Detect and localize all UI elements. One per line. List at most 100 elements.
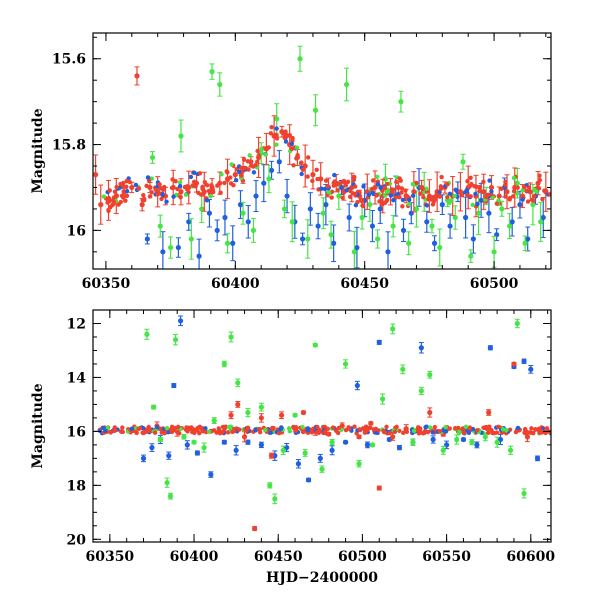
bottom-cloud-point — [294, 425, 299, 431]
top-cloud-point — [124, 193, 130, 199]
bottom-cloud-point — [522, 430, 527, 435]
top-cloud-point — [160, 192, 165, 198]
top-cloud-point — [424, 186, 429, 191]
top-cloud-point — [465, 178, 470, 184]
bottom-cloud-point — [112, 428, 117, 433]
top-green-point — [538, 219, 544, 225]
bottom-ticks: 60350 60400 60450 60500 60550 60600 12 14 16 18 20 — [67, 309, 555, 565]
bottom-cloud-point — [191, 427, 196, 432]
top-cloud-point — [385, 181, 390, 187]
bottom-cloud-point — [315, 424, 320, 430]
top-cloud-point — [391, 198, 396, 203]
top-cloud-point — [470, 202, 475, 208]
bottom-x-tick-label: 60400 — [170, 549, 219, 565]
bottom-cloud-point — [175, 430, 180, 435]
bottom-cloud-point — [387, 430, 393, 436]
bottom-red-point — [235, 401, 241, 408]
top-blue-point — [222, 214, 228, 221]
top-cloud-point — [399, 190, 404, 195]
top-cloud-point — [335, 188, 340, 193]
bottom-cloud-point — [305, 426, 311, 431]
top-green-point — [217, 81, 223, 88]
bottom-cloud-point — [270, 425, 275, 431]
top-cloud-point — [323, 178, 329, 183]
top-green-point — [499, 206, 505, 212]
top-cloud-point — [410, 181, 416, 187]
bottom-blue-point — [460, 436, 467, 443]
top-cloud-point — [361, 184, 366, 189]
top-green-point — [468, 253, 474, 259]
bottom-cloud-point — [286, 426, 292, 431]
top-cloud-point — [173, 179, 178, 184]
bottom-cloud-point — [184, 425, 189, 430]
bottom-y-axis-label: Magnitude — [30, 383, 46, 468]
top-cloud-point — [474, 184, 479, 190]
bottom-green-point — [400, 366, 406, 372]
top-red-point — [302, 163, 308, 169]
bottom-cloud-point — [475, 427, 480, 433]
top-cloud-point — [540, 196, 545, 202]
top-cloud-point — [118, 181, 123, 187]
top-cloud-point — [136, 186, 141, 191]
top-red-point — [488, 184, 495, 191]
top-cloud-point — [452, 193, 457, 199]
bottom-cloud-point — [168, 427, 174, 432]
bottom-x-tick-label: 60500 — [338, 549, 387, 565]
bottom-blue-point — [258, 442, 264, 448]
top-cloud-point — [285, 133, 290, 138]
top-green-point — [224, 240, 231, 246]
top-red-point — [134, 73, 140, 79]
top-cloud-point — [428, 197, 434, 202]
bottom-cloud-point — [192, 430, 197, 435]
bottom-blue-point — [487, 345, 493, 351]
top-blue-point — [186, 219, 192, 225]
top-green-point — [406, 240, 412, 246]
top-cloud-point — [375, 182, 381, 187]
top-cloud-point — [459, 192, 464, 197]
top-cloud-point — [141, 192, 146, 198]
top-cloud-point — [164, 199, 169, 204]
top-cloud-point — [322, 186, 328, 192]
top-cloud-point — [224, 169, 229, 174]
top-cloud-point — [191, 179, 197, 185]
bottom-cloud-point — [164, 425, 170, 431]
bottom-green-point — [280, 447, 286, 453]
bottom-blue-point — [149, 444, 155, 451]
top-cloud-point — [204, 198, 210, 203]
top-blue-point — [245, 219, 251, 225]
top-cloud-point — [197, 171, 203, 176]
top-cloud-point — [182, 184, 188, 190]
bottom-cloud-point — [146, 426, 152, 432]
top-cloud-point — [242, 165, 247, 171]
bottom-cloud-point — [101, 425, 106, 431]
top-cloud-point — [360, 203, 365, 208]
top-cloud-point — [524, 188, 529, 194]
bottom-y-tick-label: 14 — [67, 370, 87, 386]
top-cloud-point — [384, 197, 390, 203]
bottom-red-point — [241, 434, 248, 440]
bottom-blue-point — [376, 339, 382, 345]
bottom-cloud-point — [352, 424, 357, 429]
top-green-point — [491, 249, 497, 255]
top-cloud-point — [445, 182, 450, 187]
bottom-green-point — [469, 439, 475, 445]
bottom-green-point — [454, 436, 460, 443]
bottom-cloud-point — [175, 424, 181, 430]
top-cloud-point — [394, 179, 399, 185]
top-cloud-point — [266, 145, 271, 150]
top-cloud-point — [256, 153, 262, 158]
bottom-cloud-point — [360, 426, 366, 431]
bottom-cloud-point — [237, 427, 242, 432]
top-green-point — [398, 99, 404, 105]
top-y-tick-label: 15.6 — [52, 52, 86, 68]
bottom-cloud-point — [129, 426, 134, 431]
top-cloud-point — [542, 188, 547, 193]
bottom-cloud-point — [112, 425, 118, 430]
top-cloud-point — [124, 189, 130, 194]
bottom-green-point — [258, 404, 264, 410]
bottom-blue-point — [166, 453, 172, 459]
top-cloud-point — [149, 190, 154, 195]
bottom-red-point — [300, 409, 307, 416]
top-cloud-point — [526, 185, 532, 190]
top-cloud-point — [522, 184, 527, 190]
